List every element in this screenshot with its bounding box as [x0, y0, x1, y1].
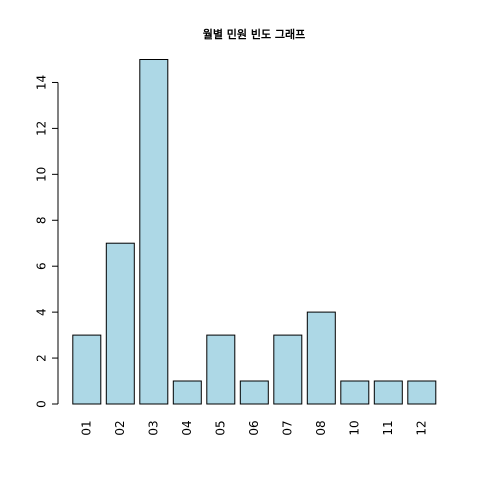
- x-tick-label: 01: [79, 420, 93, 435]
- x-axis-labels: 01 02 03 04 05 06 07 08 10 11 12: [79, 420, 428, 435]
- x-tick-label: 04: [180, 420, 194, 435]
- y-tick-label: 4: [35, 308, 49, 316]
- bar-04: [172, 380, 202, 405]
- y-tick-label: 0: [35, 400, 49, 408]
- bar-03: [139, 59, 169, 405]
- x-tick-label: 03: [146, 420, 160, 435]
- y-tick-label: 6: [35, 262, 49, 270]
- x-tick-label: 06: [247, 420, 261, 435]
- bar-10: [340, 380, 370, 405]
- y-tick-label: 8: [35, 216, 49, 224]
- y-tick-label: 10: [35, 167, 49, 182]
- y-tick-label: 2: [35, 354, 49, 362]
- chart-title: 월별 민원 빈도 그래프: [203, 27, 306, 41]
- bar-01: [72, 334, 102, 405]
- bar-07: [273, 334, 303, 405]
- x-tick-label: 11: [381, 420, 395, 435]
- y-tick-label: 14: [35, 75, 49, 90]
- x-tick-label: 08: [314, 420, 328, 435]
- bar-08: [306, 311, 336, 405]
- x-tick-label: 05: [213, 420, 227, 435]
- bar-05: [206, 334, 236, 405]
- x-tick-label: 07: [280, 420, 294, 435]
- x-tick-label: 02: [113, 420, 127, 435]
- x-tick-label: 12: [414, 420, 428, 435]
- bar-06: [239, 380, 269, 405]
- bar-02: [105, 242, 135, 405]
- bar-12: [407, 380, 437, 405]
- x-tick-label: 10: [347, 420, 361, 435]
- y-axis: 0 2 4 6 8 10 12 14: [35, 75, 59, 408]
- bars: [72, 59, 437, 405]
- bar-11: [373, 380, 403, 405]
- y-tick-label: 12: [35, 121, 49, 136]
